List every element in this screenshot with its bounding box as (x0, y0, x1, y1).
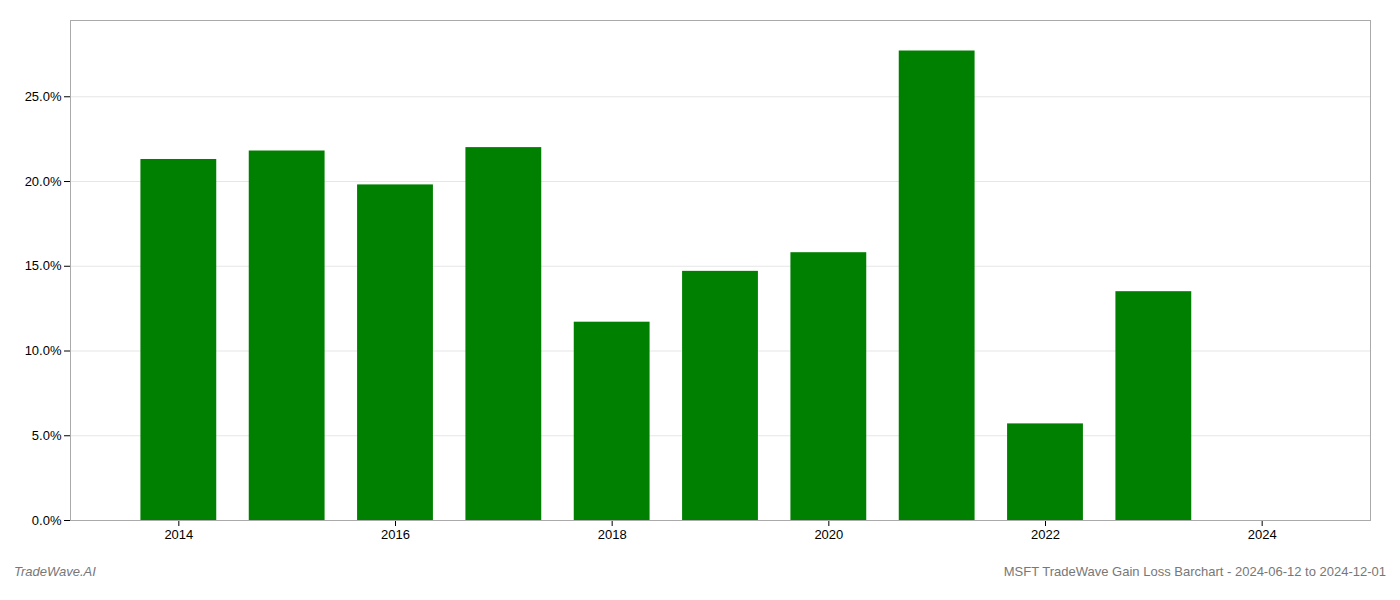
svg-text:20.0%: 20.0% (25, 174, 62, 189)
svg-text:10.0%: 10.0% (25, 343, 62, 358)
svg-text:25.0%: 25.0% (25, 89, 62, 104)
svg-text:2018: 2018 (598, 527, 627, 542)
svg-text:5.0%: 5.0% (32, 428, 62, 443)
svg-text:2014: 2014 (164, 527, 193, 542)
svg-text:2020: 2020 (814, 527, 843, 542)
svg-text:2022: 2022 (1031, 527, 1060, 542)
html-text:TradeWave.AI: TradeWave.AI (14, 564, 96, 579)
html-text:MSFT TradeWave Gain Loss Barch: MSFT TradeWave Gain Loss Barchart - 2024… (1003, 564, 1386, 579)
svg-text:0.0%: 0.0% (32, 513, 62, 528)
svg-text:2024: 2024 (1248, 527, 1277, 542)
svg-text:15.0%: 15.0% (25, 258, 62, 273)
svg-text:2016: 2016 (381, 527, 410, 542)
